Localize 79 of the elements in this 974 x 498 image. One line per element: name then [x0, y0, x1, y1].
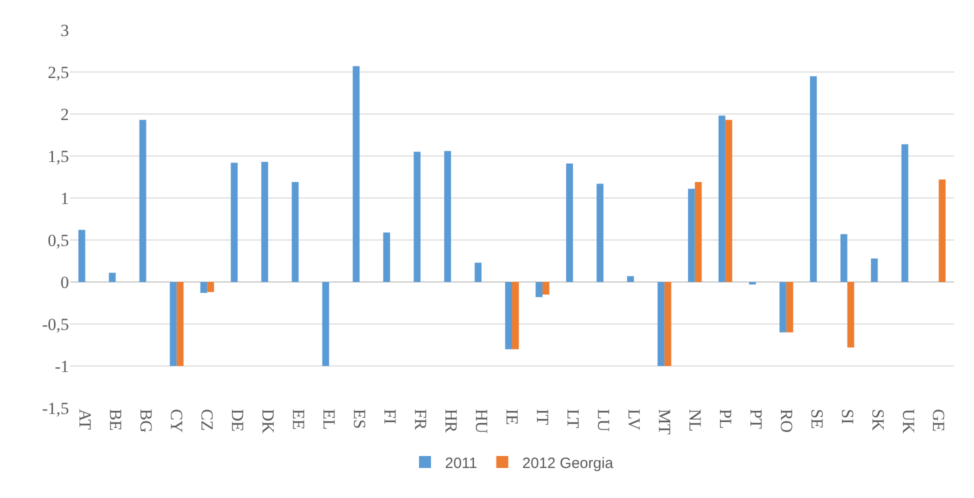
- x-tick-label: LU: [594, 409, 613, 432]
- y-tick-label: -0,5: [42, 314, 69, 334]
- x-tick-label: IT: [532, 409, 552, 426]
- bar: [694, 182, 702, 282]
- y-tick-label: 2,5: [48, 62, 69, 82]
- x-tick-label: SE: [807, 409, 826, 429]
- x-tick-label: LT: [563, 409, 582, 429]
- x-tick-label: BE: [106, 409, 126, 431]
- bar: [505, 282, 512, 350]
- bar: [322, 282, 330, 366]
- x-tick-label: ES: [350, 409, 370, 429]
- bar: [414, 152, 421, 282]
- bar: [542, 282, 550, 295]
- bar: [200, 282, 208, 293]
- bar: [938, 180, 946, 282]
- bar: [383, 232, 390, 282]
- y-tick-label: -1: [54, 356, 69, 376]
- bar: [718, 116, 726, 282]
- bar: [292, 182, 299, 282]
- bar: [261, 162, 268, 282]
- bar: [658, 282, 664, 366]
- bar: [725, 120, 732, 282]
- x-tick-label: MT: [654, 409, 674, 436]
- x-tick-label: CY: [167, 409, 186, 433]
- bar: [566, 164, 573, 282]
- legend-label: 2012 Georgia: [522, 454, 614, 472]
- x-tick-label: CZ: [198, 409, 217, 431]
- y-tick-label: 0: [60, 272, 69, 292]
- bar: [847, 282, 854, 348]
- x-tick-label: GE: [929, 409, 948, 432]
- x-tick-label: SK: [868, 409, 888, 432]
- x-tick-label: IE: [502, 409, 522, 426]
- x-tick-label: DK: [258, 409, 278, 434]
- bar: [810, 76, 817, 282]
- bar: [840, 234, 848, 282]
- bar: [664, 282, 672, 366]
- bar: [901, 144, 908, 282]
- bar: [170, 282, 177, 366]
- y-tick-label: 2: [60, 104, 69, 124]
- bar: [870, 258, 878, 282]
- x-tick-label: FR: [411, 409, 430, 430]
- bar: [786, 282, 794, 332]
- bar: [207, 282, 214, 292]
- bar: [78, 230, 86, 282]
- bar: [779, 282, 786, 332]
- bar: [627, 276, 634, 282]
- bar: [108, 272, 116, 282]
- x-tick-label: SI: [838, 409, 857, 424]
- y-tick-label: 0,5: [48, 230, 69, 250]
- y-tick-label: -1,5: [42, 398, 69, 418]
- bar: [444, 150, 452, 282]
- bar: [230, 162, 238, 282]
- y-tick-label: 1: [60, 188, 69, 208]
- bar: [536, 282, 542, 298]
- bar: [176, 282, 184, 366]
- y-tick-label: 1,5: [48, 146, 69, 166]
- bar: [749, 282, 756, 285]
- x-tick-label: LV: [624, 409, 644, 431]
- x-tick-label: EL: [320, 409, 339, 430]
- x-tick-label: RO: [776, 409, 796, 433]
- legend-label: 2011: [445, 454, 478, 472]
- bar: [512, 282, 519, 350]
- y-tick-label: 3: [60, 20, 69, 40]
- x-tick-label: AT: [76, 409, 95, 430]
- x-tick-label: PL: [716, 409, 735, 429]
- x-tick-label: DE: [228, 409, 248, 432]
- bar: [352, 66, 360, 282]
- x-tick-label: PT: [746, 409, 766, 430]
- x-tick-label: NL: [685, 409, 704, 432]
- x-tick-label: BG: [136, 409, 156, 433]
- x-tick-label: EE: [289, 409, 308, 430]
- bar: [596, 184, 604, 282]
- bar: [139, 120, 146, 282]
- x-tick-label: FI: [380, 409, 400, 424]
- x-tick-label: UK: [898, 409, 918, 434]
- bar: [688, 188, 695, 282]
- x-tick-label: HU: [472, 409, 491, 434]
- x-tick-label: HR: [442, 409, 461, 434]
- bar: [474, 262, 482, 282]
